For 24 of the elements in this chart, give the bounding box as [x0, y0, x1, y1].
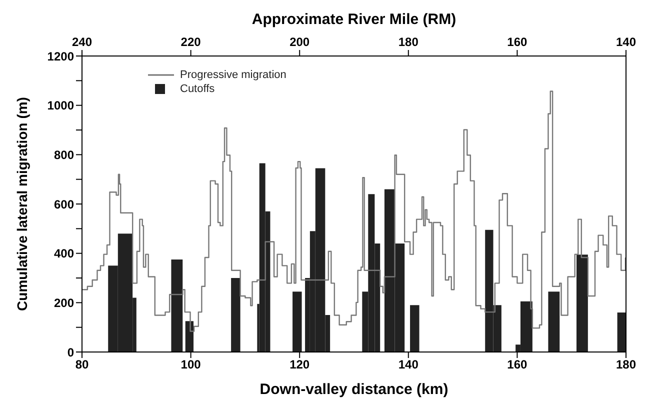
x2-axis-title: Approximate River Mile (RM)	[252, 11, 456, 28]
x2-tick-label: 240	[72, 35, 92, 49]
x2-tick-label: 180	[398, 35, 419, 49]
y-tick-label: 1000	[47, 98, 74, 113]
y-tick-label: 0	[67, 345, 74, 360]
y-tick-label: 800	[54, 148, 74, 162]
x-tick-label: 100	[180, 358, 202, 372]
y-tick-label: 400	[54, 246, 74, 261]
legend-label: Progressive migration	[180, 68, 286, 82]
x2-tick-label: 200	[290, 35, 310, 49]
y-tick-label: 1200	[47, 49, 74, 64]
x2-tick-label: 220	[180, 35, 202, 49]
x2-tick-label: 140	[616, 35, 636, 49]
x-tick-label: 80	[75, 358, 89, 372]
x-tick-label: 160	[507, 358, 528, 372]
y-axis-title: Cumulative lateral migration (m)	[14, 97, 30, 311]
x-tick-label: 140	[398, 358, 419, 372]
x2-tick-label: 160	[507, 35, 528, 49]
y-tick-label: 600	[54, 197, 74, 212]
x-tick-label: 180	[616, 358, 636, 372]
x-tick-label: 120	[290, 358, 310, 372]
y-tick-label: 200	[54, 296, 74, 310]
legend-label: Cutoffs	[180, 82, 215, 96]
x-axis-title: Down-valley distance (km)	[260, 381, 448, 398]
